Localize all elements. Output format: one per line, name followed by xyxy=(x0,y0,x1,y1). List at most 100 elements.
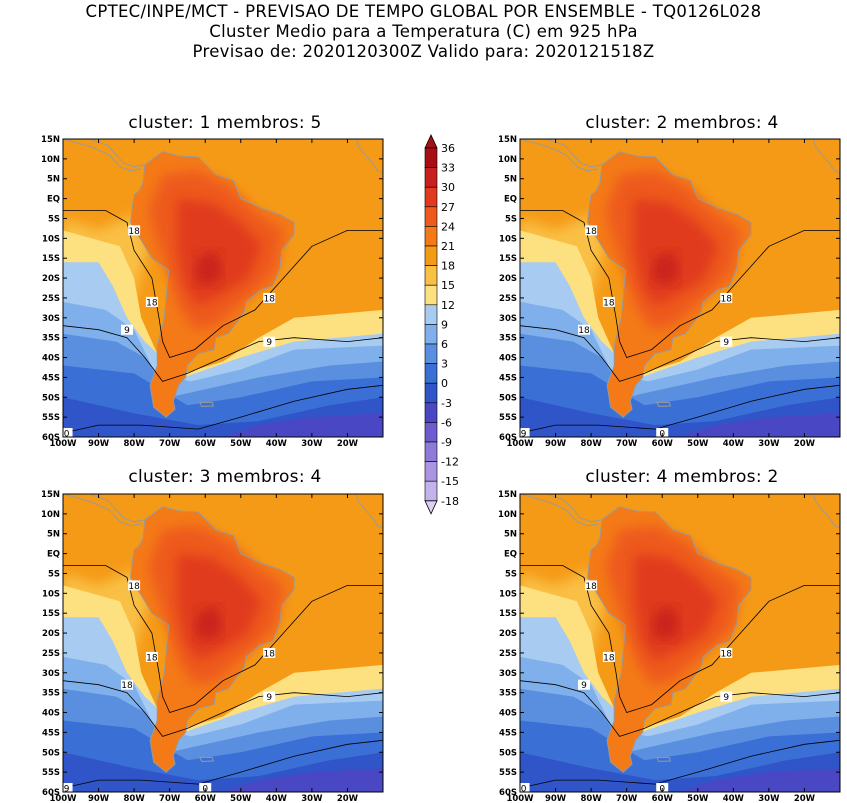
lon-tick-label: 60W xyxy=(652,794,674,803)
colorbar-swatch xyxy=(424,147,438,168)
contour-label: 18 xyxy=(603,653,615,663)
lon-tick-label: 60W xyxy=(195,794,217,803)
colorbar-level-label: 3 xyxy=(441,358,448,371)
lat-tick-label: 50S xyxy=(499,393,517,403)
lat-tick-label: 25S xyxy=(42,649,60,659)
contour-label-bg xyxy=(263,691,276,702)
lon-tick-label: 20W xyxy=(794,794,816,803)
contour-label-bg xyxy=(520,428,530,437)
colorbar-swatch xyxy=(424,167,438,188)
lat-tick-label: 15N xyxy=(498,135,517,145)
colorbar-level-label: 18 xyxy=(441,260,455,273)
panel-4-title: cluster: 4 membros: 2 xyxy=(585,467,779,487)
contour-label-bg xyxy=(720,647,733,658)
main-title: CPTEC/INPE/MCT - PREVISAO DE TEMPO GLOBA… xyxy=(85,2,762,21)
lat-tick-label: 25S xyxy=(499,294,517,304)
contour-label-bg xyxy=(602,651,615,662)
contour-label-bg xyxy=(720,691,733,702)
lat-tick-label: EQ xyxy=(47,195,60,205)
lat-tick-label: 20S xyxy=(42,629,60,639)
contour-label: 18 xyxy=(128,227,140,237)
colorbar-top-arrow xyxy=(424,134,438,149)
lon-tick-label: 20W xyxy=(337,794,359,803)
lat-tick-label: 10N xyxy=(41,510,60,520)
lat-tick-label: 5S xyxy=(505,214,517,224)
colorbar-swatch xyxy=(424,422,438,443)
colorbar-swatch xyxy=(424,186,438,208)
lon-tick-label: 100W xyxy=(506,794,534,803)
contour-label-bg xyxy=(520,783,530,792)
lat-tick-label: 50S xyxy=(499,748,517,758)
contour-label: 18 xyxy=(146,298,158,308)
colorbar-level-label: -15 xyxy=(441,475,459,488)
lon-tick-label: 60W xyxy=(652,439,674,449)
lon-tick-label: 40W xyxy=(723,794,745,803)
lat-tick-label: 15S xyxy=(499,609,517,619)
map-panel-1: 18 18 18 9 9 0 15N 10N 5N EQ 5S 10S 15S 20S 25S 30S 35S 4… xyxy=(41,135,384,449)
lat-tick-label: 10S xyxy=(42,589,60,599)
lon-tick-label: 50W xyxy=(230,439,252,449)
contour-label: 9 xyxy=(64,785,70,795)
map-panel-2: 1818181899015N10N5NEQ5S10S15S20S25S30S35… xyxy=(498,135,841,449)
lon-tick-label: 80W xyxy=(124,794,146,803)
colorbar-bottom-arrow xyxy=(424,500,438,515)
lat-tick-label: 20S xyxy=(499,274,517,284)
contour-label-bg xyxy=(578,679,590,690)
lat-tick-label: 5N xyxy=(504,175,517,185)
colorbar-swatch xyxy=(424,441,438,462)
colorbar-level-label: 30 xyxy=(441,181,455,194)
contour-label: 18 xyxy=(146,653,158,663)
lon-tick-label: 100W xyxy=(506,439,534,449)
lon-tick-label: 70W xyxy=(159,794,181,803)
map-panel-4: 181818990015N10N5NEQ5S10S15S20S25S30S35S… xyxy=(498,490,841,803)
lat-tick-label: EQ xyxy=(504,550,517,560)
lon-tick-label: 70W xyxy=(616,439,638,449)
contour-label: 9 xyxy=(521,430,527,440)
lon-tick-label: 30W xyxy=(758,794,780,803)
lat-tick-label: 35S xyxy=(42,689,60,699)
lat-tick-label: 5S xyxy=(48,214,60,224)
contour-label-bg xyxy=(656,428,669,437)
lat-tick-label: 60S xyxy=(499,788,517,798)
lat-tick-label: 20S xyxy=(42,274,60,284)
contour-label: 9 xyxy=(124,326,130,336)
lat-tick-label: EQ xyxy=(47,550,60,560)
lon-tick-label: 90W xyxy=(88,439,110,449)
lat-tick-label: 5S xyxy=(48,569,60,579)
lat-tick-label: 45S xyxy=(499,373,517,383)
colorbar-swatch xyxy=(424,343,438,364)
lat-tick-label: 5N xyxy=(47,175,60,185)
contour-label: 18 xyxy=(578,326,590,336)
colorbar-level-label: 12 xyxy=(441,299,455,312)
colorbar-level-label: -6 xyxy=(441,416,452,429)
colorbar-swatch xyxy=(424,461,438,482)
lon-tick-label: 90W xyxy=(545,794,567,803)
colorbar-level-label: 36 xyxy=(441,142,455,155)
contour-label: 18 xyxy=(263,649,275,659)
lon-tick-label: 90W xyxy=(545,439,567,449)
contour-label-bg xyxy=(656,783,669,792)
lat-tick-label: 45S xyxy=(42,373,60,383)
lon-tick-label: 80W xyxy=(581,794,603,803)
contour-label: 18 xyxy=(263,294,275,304)
contour-label-bg xyxy=(585,580,598,591)
panel-1-title: cluster: 1 membros: 5 xyxy=(128,113,322,133)
contour-label: 18 xyxy=(128,582,140,592)
contour-label-bg xyxy=(263,647,276,658)
colorbar-level-label: 6 xyxy=(441,338,448,351)
colorbar-level-label: 9 xyxy=(441,318,448,331)
lat-tick-label: 60S xyxy=(42,788,60,798)
lat-tick-label: 5N xyxy=(504,530,517,540)
contour-label: 9 xyxy=(266,338,272,348)
panel-2-title: cluster: 2 membros: 4 xyxy=(585,113,779,133)
lat-tick-label: 50S xyxy=(42,393,60,403)
contour-label: 18 xyxy=(585,227,597,237)
lat-tick-label: 60S xyxy=(42,433,60,443)
lat-tick-label: 5N xyxy=(47,530,60,540)
lat-tick-label: 15N xyxy=(498,490,517,500)
contour-label-bg xyxy=(720,336,733,347)
lon-tick-label: 100W xyxy=(49,439,77,449)
lat-tick-label: 50S xyxy=(42,748,60,758)
contour-label: 18 xyxy=(121,681,133,691)
